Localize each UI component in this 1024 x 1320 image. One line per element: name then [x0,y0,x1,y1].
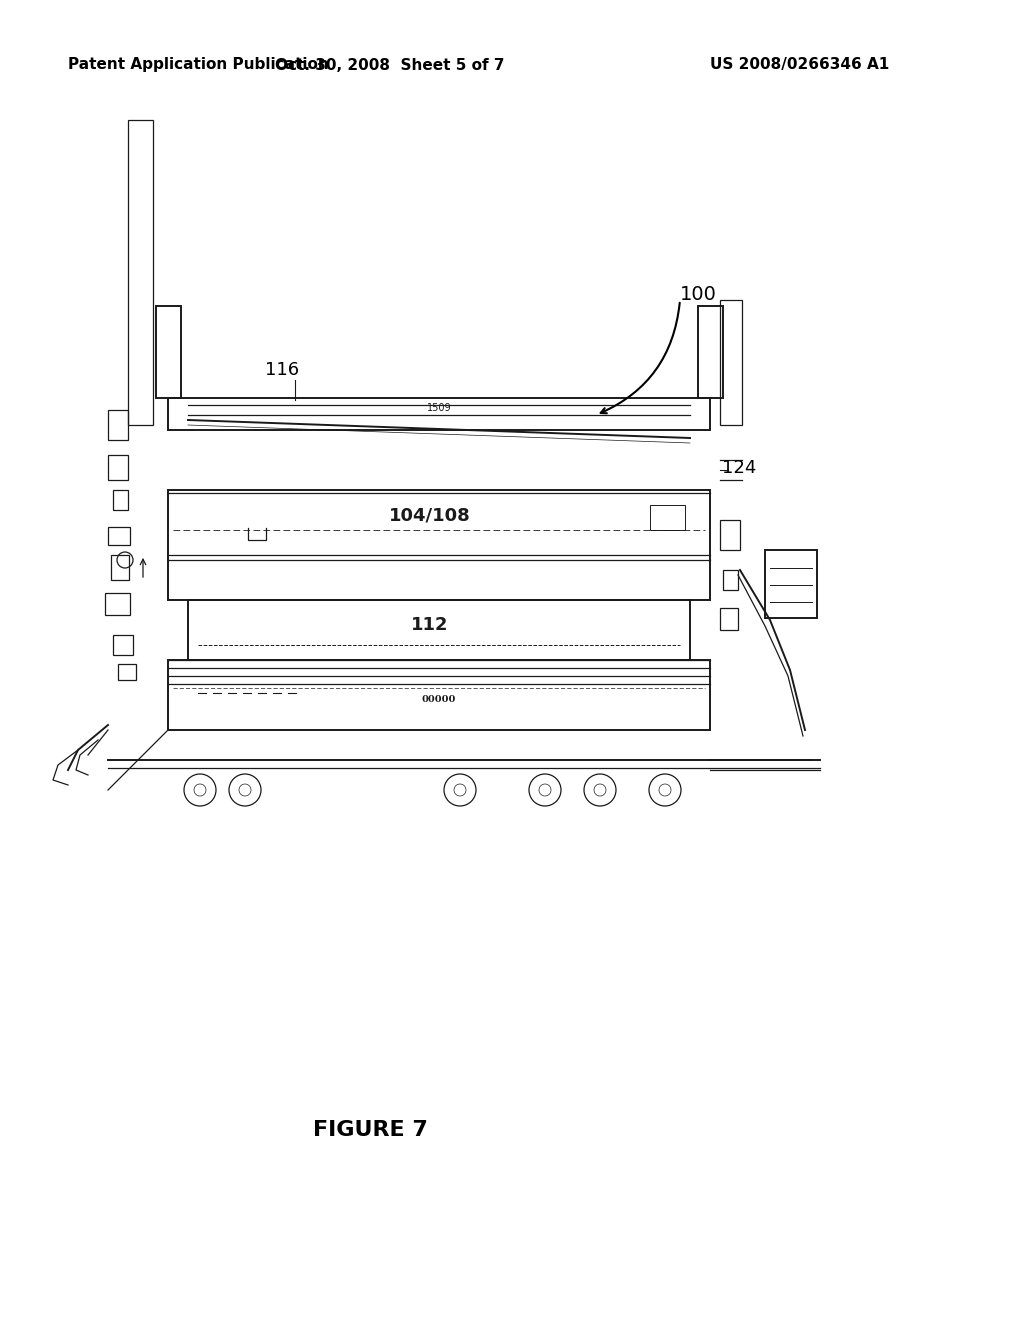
Bar [108,527,130,545]
Bar [113,635,133,655]
Text: 00000: 00000 [422,696,456,705]
Text: 124: 124 [722,459,757,477]
Bar [118,664,136,680]
Text: 116: 116 [265,360,299,379]
Bar [720,520,740,550]
Bar [168,660,710,730]
Bar [723,570,738,590]
Bar [650,506,685,531]
Bar [188,601,690,660]
Text: FIGURE 7: FIGURE 7 [312,1119,427,1140]
Text: Oct. 30, 2008  Sheet 5 of 7: Oct. 30, 2008 Sheet 5 of 7 [275,58,505,73]
Bar [698,306,723,399]
Bar [720,300,742,425]
Text: US 2008/0266346 A1: US 2008/0266346 A1 [711,58,890,73]
Text: 1509: 1509 [427,403,452,413]
Text: 104/108: 104/108 [389,506,471,524]
Bar [156,306,181,399]
Bar [128,120,153,425]
Bar [108,455,128,480]
Bar [108,411,128,440]
Text: 112: 112 [412,616,449,634]
Bar [113,490,128,510]
Bar [168,399,710,430]
Bar [720,609,738,630]
Bar [168,490,710,601]
Bar [105,593,130,615]
Bar [111,554,129,579]
Text: Patent Application Publication: Patent Application Publication [68,58,329,73]
Text: 100: 100 [680,285,717,305]
